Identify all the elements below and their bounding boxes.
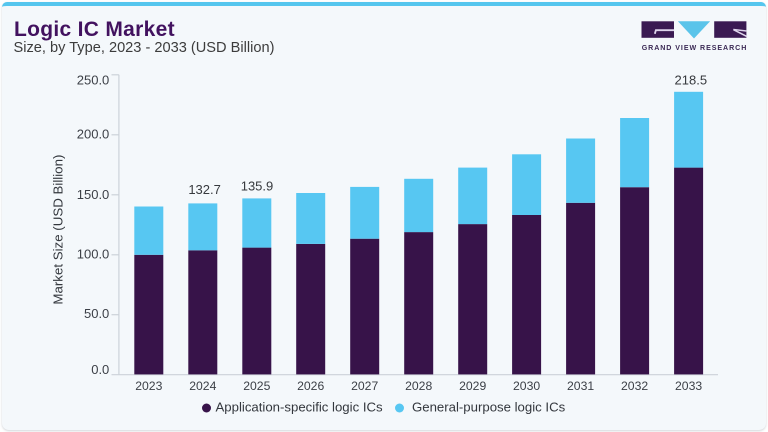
svg-text:2025: 2025 <box>243 379 270 393</box>
svg-text:135.9: 135.9 <box>241 179 274 194</box>
svg-text:132.7: 132.7 <box>188 182 221 197</box>
svg-text:2031: 2031 <box>567 379 594 393</box>
svg-text:2027: 2027 <box>351 379 378 393</box>
svg-text:Market Size (USD Billion): Market Size (USD Billion) <box>51 155 66 305</box>
svg-text:2023: 2023 <box>135 379 162 393</box>
svg-text:General-purpose logic ICs: General-purpose logic ICs <box>412 399 566 414</box>
svg-text:50.0: 50.0 <box>84 306 109 321</box>
svg-text:2028: 2028 <box>405 379 432 393</box>
svg-text:GRAND VIEW RESEARCH: GRAND VIEW RESEARCH <box>642 43 748 52</box>
svg-text:2032: 2032 <box>621 379 648 393</box>
svg-text:2033: 2033 <box>675 379 702 393</box>
svg-text:150.0: 150.0 <box>77 187 110 202</box>
svg-text:2026: 2026 <box>297 379 324 393</box>
svg-text:2024: 2024 <box>189 379 216 393</box>
svg-text:218.5: 218.5 <box>675 73 708 88</box>
svg-text:100.0: 100.0 <box>77 247 110 262</box>
svg-text:200.0: 200.0 <box>77 127 110 142</box>
svg-text:Application-specific logic ICs: Application-specific logic ICs <box>216 399 384 414</box>
svg-text:250.0: 250.0 <box>77 72 110 87</box>
svg-text:2030: 2030 <box>513 379 540 393</box>
svg-text:0.0: 0.0 <box>91 362 109 377</box>
svg-text:2029: 2029 <box>459 379 486 393</box>
